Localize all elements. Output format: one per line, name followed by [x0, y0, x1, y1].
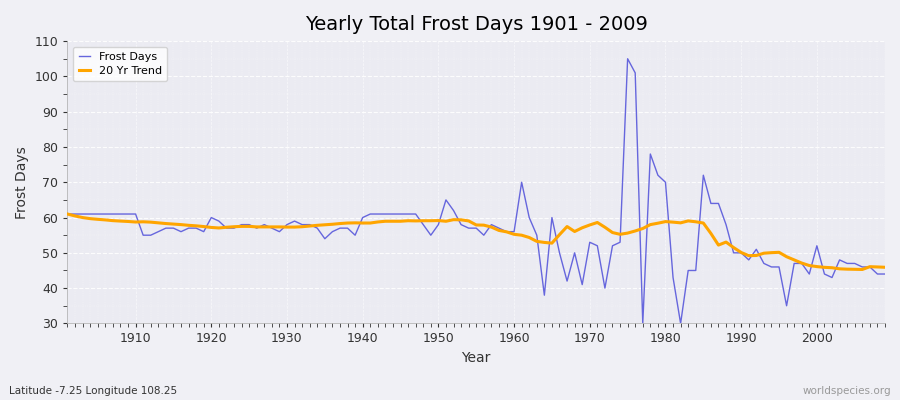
20 Yr Trend [508, 232, 519, 237]
20 Yr Trend [122, 219, 133, 224]
Y-axis label: Frost Days: Frost Days [15, 146, 29, 219]
Frost Days [508, 229, 519, 234]
20 Yr Trend [501, 230, 512, 234]
Frost Days [62, 212, 73, 216]
Frost Days [637, 321, 648, 326]
Frost Days [335, 226, 346, 230]
20 Yr Trend [857, 267, 868, 272]
Frost Days [501, 229, 512, 234]
Frost Days [289, 219, 300, 224]
20 Yr Trend [335, 221, 346, 226]
20 Yr Trend [599, 225, 610, 230]
Frost Days [599, 286, 610, 290]
20 Yr Trend [289, 225, 300, 230]
Line: 20 Yr Trend: 20 Yr Trend [68, 214, 885, 270]
Frost Days [879, 272, 890, 276]
X-axis label: Year: Year [462, 351, 490, 365]
20 Yr Trend [62, 212, 73, 216]
Legend: Frost Days, 20 Yr Trend: Frost Days, 20 Yr Trend [73, 47, 167, 81]
Frost Days [122, 212, 133, 216]
Line: Frost Days: Frost Days [68, 59, 885, 324]
Frost Days [622, 56, 633, 61]
Title: Yearly Total Frost Days 1901 - 2009: Yearly Total Frost Days 1901 - 2009 [305, 15, 648, 34]
Text: worldspecies.org: worldspecies.org [803, 386, 891, 396]
Text: Latitude -7.25 Longitude 108.25: Latitude -7.25 Longitude 108.25 [9, 386, 177, 396]
20 Yr Trend [879, 265, 890, 270]
